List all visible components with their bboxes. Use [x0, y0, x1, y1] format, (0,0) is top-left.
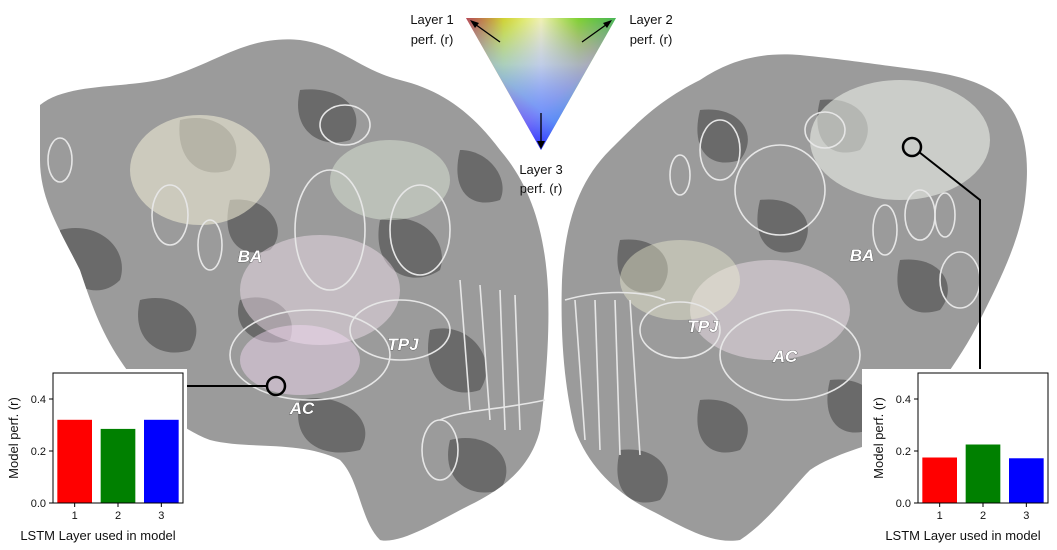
- layer1-legend-title: Layer 1: [410, 12, 453, 27]
- x-axis-title: LSTM Layer used in model: [20, 528, 175, 543]
- bar-layer-2: [100, 428, 136, 503]
- layer3-legend-subtitle: perf. (r): [520, 181, 563, 196]
- x-tick-label: 1: [72, 510, 78, 522]
- layer2-legend-subtitle: perf. (r): [630, 32, 673, 47]
- x-tick-label: 3: [158, 510, 164, 522]
- left-roi-outlines: [47, 104, 546, 481]
- right-tpj-label: TPJ: [687, 317, 719, 336]
- right-roi-outlines: [564, 111, 981, 456]
- left-ac-label: AC: [289, 399, 315, 418]
- y-tick-label: 0.2: [896, 446, 911, 458]
- x-axis-title: LSTM Layer used in model: [885, 528, 1040, 543]
- right-bar-chart: 1 2 3 0.0 0.2 0.4 Model perf. (r) LSTM Layer us…: [862, 369, 1052, 550]
- bar-layer-1: [922, 457, 957, 503]
- left-ba-label: BA: [238, 247, 263, 266]
- layer3-legend-title: Layer 3: [519, 162, 562, 177]
- left-tpj-label: TPJ: [387, 335, 419, 354]
- plot-frame: [52, 372, 184, 504]
- x-tick-label: 3: [1023, 510, 1029, 522]
- right-roi-marker: [901, 136, 923, 158]
- left-callout: [183, 375, 287, 397]
- y-tick-label: 0.4: [31, 394, 46, 406]
- bar-layer-3: [1009, 458, 1044, 503]
- color-legend-triangle: [466, 18, 616, 150]
- right-sulci: [617, 80, 990, 503]
- y-tick-label: 0.0: [896, 498, 911, 510]
- bar-layer-2: [965, 444, 1001, 503]
- right-hemisphere: [561, 54, 1027, 541]
- layer1-legend-subtitle: perf. (r): [411, 32, 454, 47]
- y-tick-label: 0.0: [31, 498, 46, 510]
- x-tick-label: 1: [937, 510, 943, 522]
- y-tick-label: 0.4: [896, 394, 911, 406]
- left-bar-chart: 1 2 3 0.0 0.2 0.4 Model perf. (r) LSTM Layer us…: [0, 369, 187, 550]
- layer2-legend-title: Layer 2: [629, 12, 672, 27]
- y-axis-title: Model perf. (r): [6, 397, 21, 479]
- y-axis-title: Model perf. (r): [871, 397, 886, 479]
- x-tick-label: 2: [980, 510, 986, 522]
- right-ac-label: AC: [772, 347, 798, 366]
- left-roi-marker: [265, 375, 287, 397]
- bar-layer-1: [57, 419, 92, 503]
- bar-layer-3: [144, 419, 179, 503]
- right-callout: [901, 136, 981, 374]
- plot-frame: [917, 372, 1049, 504]
- left-hemisphere: [40, 39, 549, 541]
- y-tick-label: 0.2: [31, 446, 46, 458]
- right-ba-label: BA: [850, 246, 875, 265]
- x-tick-label: 2: [115, 510, 121, 522]
